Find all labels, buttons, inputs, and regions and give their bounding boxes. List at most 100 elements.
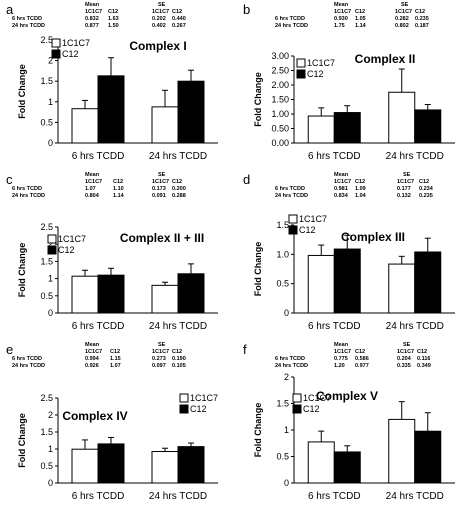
legend-swatch [179,393,189,403]
row-header: 24 hrs TCDD [12,23,46,29]
x-category-label: 24 hrs TCDD [149,491,207,502]
panel-label: f [243,342,247,357]
column-header: 1C1C7 [152,9,170,15]
mean-header: Mean [334,2,349,8]
bar-1C1C7-1 [388,263,416,314]
table-cell: 0.235 [419,193,433,199]
row-header: 24 hrs TCDD [12,193,46,199]
column-header: C12 [113,179,124,185]
se-header: SE [401,2,409,8]
table-cell: 0.926 [85,363,99,369]
y-tick-label: 0.5 [40,461,53,471]
table-cell: 0.177 [397,186,411,192]
row-header: 24 hrs TCDD [275,193,309,199]
legend-label: C12 [58,245,75,255]
table-cell: 1.15 [110,356,121,362]
legend-label: 1C1C7 [58,234,86,244]
bar-C12-1 [177,446,205,484]
se-header: SE [158,2,166,8]
bar-C12-1 [414,251,442,314]
legend-label: 1C1C7 [62,38,90,48]
mean-header: Mean [85,2,100,8]
y-tick-label: 2 [48,239,53,249]
column-header: 1C1C7 [397,349,415,355]
table-cell: 1.04 [355,193,366,199]
table-cell: 0.091 [152,193,166,199]
panel-label: d [243,172,251,187]
y-axis-label: Fold Change [17,64,27,119]
legend-swatch [51,38,61,48]
table-cell: 0.775 [334,356,348,362]
table-cell: 0.116 [417,356,431,362]
legend-label: C12 [303,404,320,414]
table-cell: 1.75 [334,23,345,29]
table-cell: 0.267 [172,23,186,29]
table-cell: 0.234 [419,186,433,192]
bar-chart: 0 0.5 1 1.5 2 Fold Change 6 hrs TCDD 24 hrs TCD… [253,372,455,502]
row-header: 6 hrs TCDD [12,16,42,22]
mean-header: Mean [85,342,100,348]
panel-label: c [6,172,13,187]
table-cell: 0.586 [355,356,369,362]
bar-C12-0 [333,451,361,484]
bar-1C1C7-0 [71,448,99,484]
se-header: SE [158,342,166,348]
column-header: C12 [172,349,183,355]
table-cell: 0.335 [397,363,411,369]
table-cell: 1.09 [355,186,366,192]
x-category-label: 6 hrs TCDD [308,491,361,502]
table-cell: 0.402 [152,23,166,29]
table-cell: 0.834 [334,193,348,199]
legend-swatch [288,214,298,224]
chart-title: Complex II + III [120,231,204,245]
stats-table: Mean SE 1C1C7 C12 1C1C7 C12 6 hrs TCDD 0.930 1.0… [237,2,474,32]
table-cell: 0.802 [395,23,409,29]
table-cell: 0.994 [85,356,99,362]
table-cell: 1.05 [355,16,366,22]
y-tick-label: 0 [48,138,53,148]
table-cell: 1.14 [355,23,366,29]
table-cell: 0.832 [85,16,99,22]
column-header: 1C1C7 [334,179,352,185]
table-cell: 0.202 [152,16,166,22]
y-tick-label: 1.5 [276,220,289,230]
se-header: SE [158,172,166,178]
legend-label: C12 [299,225,316,235]
column-header: C12 [172,179,183,185]
bar-chart: 0.00 0.50 1.00 1.50 2.00 2.50 3.00 Fold Change 6… [253,51,455,162]
legend-swatch [179,404,189,414]
table-cell: 1.10 [113,186,124,192]
x-category-label: 6 hrs TCDD [72,491,125,502]
legend-swatch [51,49,61,59]
chart-title: Complex IV [62,409,127,423]
chart-title: Complex II [355,52,416,66]
table-cell: 0.187 [415,23,429,29]
bar-1C1C7-1 [388,418,416,484]
x-category-label: 6 hrs TCDD [72,151,125,162]
table-cell: 0.105 [172,363,186,369]
bar-C12-0 [333,112,361,144]
table-cell: 0.440 [172,16,186,22]
mean-header: Mean [85,172,100,178]
bar-C12-0 [97,443,125,484]
se-header: SE [403,172,411,178]
y-tick-label: 2 [284,372,289,382]
x-category-label: 24 hrs TCDD [386,491,444,502]
column-header: C12 [419,179,430,185]
table-cell: 0.930 [334,16,348,22]
legend-label: 1C1C7 [190,393,218,403]
se-header: SE [403,342,411,348]
x-category-label: 24 hrs TCDD [386,151,444,162]
panel-label: e [6,342,14,357]
column-header: 1C1C7 [85,179,103,185]
y-tick-label: 1.50 [271,95,289,105]
y-axis-label: Fold Change [253,242,263,297]
bar-1C1C7-1 [151,451,179,484]
bar-1C1C7-1 [151,106,179,144]
legend-label: 1C1C7 [299,214,327,224]
table-cell: 0.981 [334,186,348,192]
x-category-label: 24 hrs TCDD [149,321,207,332]
y-tick-label: 1.5 [40,427,53,437]
table-cell: 1.14 [113,193,124,199]
table-cell: 0.349 [417,363,431,369]
